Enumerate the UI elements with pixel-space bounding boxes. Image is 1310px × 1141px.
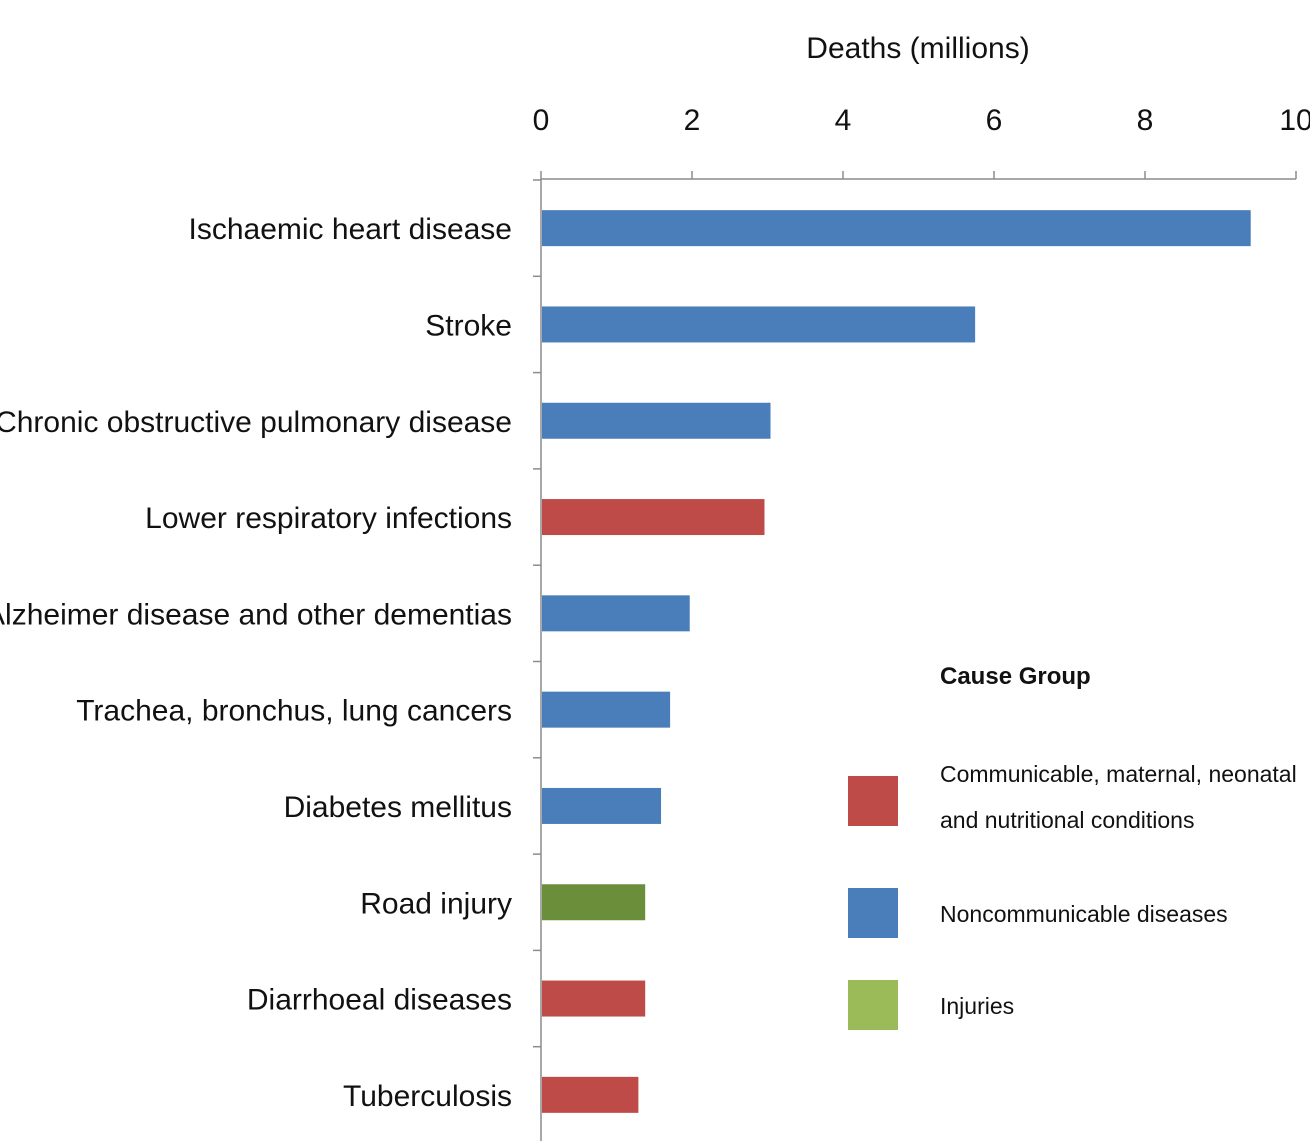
category-label: Diabetes mellitus [284,791,512,824]
bar [542,595,690,632]
bar [542,691,671,728]
category-label: Alzheimer disease and other dementias [0,598,512,631]
bar [542,980,646,1017]
category-label: Stroke [425,309,512,342]
category-label: Trachea, bronchus, lung cancers [76,695,512,728]
x-axis-ticks: 0 2 4 6 8 10 [533,104,1310,179]
x-tick-label: 2 [684,104,701,137]
legend-label: Noncommunicable diseases [940,901,1228,927]
category-label: Chronic obstructive pulmonary disease [0,406,512,439]
bars [542,210,1251,1113]
x-tick-label: 10 [1279,104,1310,137]
legend-label: Communicable, maternal, neonatal [940,761,1297,787]
legend-swatch [848,888,898,938]
bar [542,402,771,439]
category-label: Road injury [360,887,512,920]
legend-swatch [848,776,898,826]
x-tick-label: 6 [986,104,1003,137]
category-label: Lower respiratory infections [145,502,512,535]
legend-label: and nutritional conditions [940,807,1194,833]
category-label: Ischaemic heart disease [189,213,513,246]
category-label: Tuberculosis [343,1080,512,1113]
bar [542,306,976,343]
legend-title: Cause Group [940,663,1091,690]
legend-swatch [848,980,898,1030]
bar [542,499,765,536]
x-tick-label: 4 [835,104,852,137]
legend: Cause Group Communicable, maternal, neon… [848,663,1297,1030]
category-label: Diarrhoeal diseases [247,984,512,1017]
bar [542,1076,639,1113]
x-axis-title: Deaths (millions) [806,32,1029,65]
category-labels: Ischaemic heart disease Stroke Chronic obs… [0,213,512,1113]
x-tick-label: 0 [533,104,550,137]
bar [542,884,646,921]
bar [542,210,1251,247]
axes [533,178,1296,1141]
x-tick-label: 8 [1137,104,1154,137]
bar [542,787,662,824]
legend-label: Injuries [940,993,1014,1019]
